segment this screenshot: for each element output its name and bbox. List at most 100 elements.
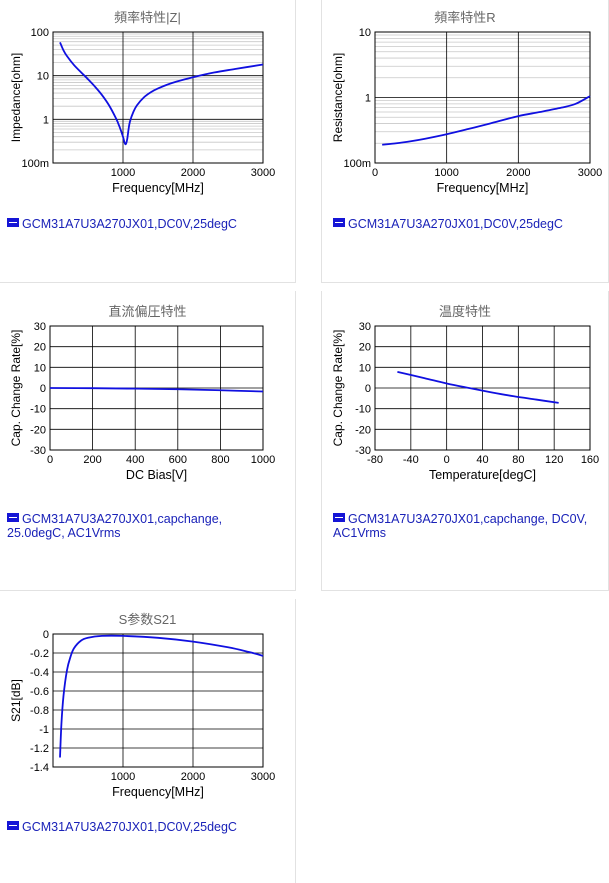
y-axis-label: Impedance[ohm]	[9, 53, 23, 142]
x-axis-label: Frequency[MHz]	[437, 181, 529, 195]
legend-swatch-icon	[7, 513, 19, 522]
y-tick-label: 1	[43, 114, 49, 126]
y-axis-label: Cap. Change Rate[%]	[331, 330, 345, 447]
chart-title: S参数S21	[118, 612, 177, 627]
x-axis-label: DC Bias[V]	[126, 468, 187, 482]
series-line	[59, 41, 264, 146]
x-tick-label: 0	[47, 454, 53, 466]
plot-frame	[374, 325, 591, 451]
x-tick-label: 200	[83, 454, 101, 466]
x-axis-label: Temperature[degC]	[429, 468, 536, 482]
resistance-chart: 100m 1 10 0 1000 2000 3000 Frequency[MHz] Resist…	[331, 27, 602, 195]
y-tick-label: 10	[359, 27, 371, 39]
chart-legend[interactable]: GCM31A7U3A270JX01,DC0V,25degC	[333, 217, 608, 231]
legend-label: GCM31A7U3A270JX01,capchange, DC0V, AC1Vr…	[333, 512, 588, 540]
y-tick-label: 20	[359, 342, 371, 354]
legend-label: GCM31A7U3A270JX01,DC0V,25degC	[22, 217, 237, 231]
chart-legend[interactable]: GCM31A7U3A270JX01,DC0V,25degC	[7, 820, 292, 834]
series-line	[397, 371, 559, 404]
x-tick-label: 3000	[251, 167, 275, 179]
legend-swatch-icon	[7, 821, 19, 830]
x-tick-label: 160	[581, 454, 599, 466]
x-axis-label: Frequency[MHz]	[112, 785, 204, 799]
y-axis-label: Resistance[ohm]	[331, 53, 345, 142]
x-tick-label: 1000	[251, 454, 275, 466]
legend-label: GCM31A7U3A270JX01,DC0V,25degC	[348, 217, 563, 231]
x-tick-label: 3000	[251, 771, 275, 783]
x-tick-label: 1000	[111, 771, 135, 783]
y-axis-label: Cap. Change Rate[%]	[9, 330, 23, 447]
y-tick-label: -30	[355, 445, 371, 457]
y-tick-label: -1.2	[30, 743, 49, 755]
legend-swatch-icon	[333, 513, 345, 522]
y-tick-label: 0	[40, 383, 46, 395]
plot-frame	[52, 31, 264, 164]
temperature-chart: -30 -20 -10 0 10 20 30 -80 -40 0 40 80 120 160 Tempera…	[331, 321, 599, 482]
chart-legend[interactable]: GCM31A7U3A270JX01,capchange, DC0V, AC1Vr…	[333, 512, 608, 540]
x-tick-label: -40	[403, 454, 419, 466]
resistance-chart-panel: 頻率特性R 100m 1 10 0 1000 2000 3000 Frequency[MHz]…	[321, 0, 609, 283]
y-axis-label: S21[dB]	[9, 679, 23, 722]
x-tick-label: 0	[372, 167, 378, 179]
x-tick-label: 2000	[506, 167, 530, 179]
x-axis-label: Frequency[MHz]	[112, 181, 204, 195]
y-tick-label: -0.4	[30, 667, 49, 679]
series-line	[49, 387, 264, 393]
impedance-chart: 100m 1 10 100 1000 2000 3000 Frequency[MHz] Impe…	[9, 27, 275, 195]
x-tick-label: 120	[545, 454, 563, 466]
y-tick-label: 10	[359, 362, 371, 374]
x-tick-label: 600	[169, 454, 187, 466]
y-tick-label: -1.4	[30, 762, 49, 774]
y-tick-label: 20	[34, 342, 46, 354]
chart-legend[interactable]: GCM31A7U3A270JX01,DC0V,25degC	[7, 217, 292, 231]
y-tick-label: -0.8	[30, 705, 49, 717]
legend-label: GCM31A7U3A270JX01,DC0V,25degC	[22, 820, 237, 834]
y-tick-label: -1	[39, 724, 49, 736]
y-tick-label: -10	[355, 404, 371, 416]
legend-swatch-icon	[7, 218, 19, 227]
y-tick-label: 100m	[21, 158, 49, 170]
y-tick-label: -20	[355, 424, 371, 436]
chart-title: 頻率特性R	[434, 10, 496, 25]
x-tick-label: 0	[444, 454, 450, 466]
dc-bias-chart: -30 -20 -10 0 10 20 30 0 200 400 600 800 1000 DC Bias…	[9, 321, 275, 482]
chart-legend[interactable]: GCM31A7U3A270JX01,capchange, 25.0degC, A…	[7, 512, 247, 540]
y-tick-label: 10	[34, 362, 46, 374]
y-tick-label: 30	[34, 321, 46, 333]
series-line	[59, 634, 264, 758]
x-tick-label: 2000	[181, 167, 205, 179]
plot-frame	[374, 31, 591, 164]
y-tick-label: 0	[43, 629, 49, 641]
x-tick-label: 1000	[111, 167, 135, 179]
impedance-chart-panel: 頻率特性|Z| 100m 1 10 100 1000 2000 3000 Frequency[…	[0, 0, 296, 283]
y-tick-label: -0.2	[30, 648, 49, 660]
x-tick-label: -80	[367, 454, 383, 466]
x-tick-label: 1000	[434, 167, 458, 179]
x-tick-label: 2000	[181, 771, 205, 783]
y-tick-label: 0	[365, 383, 371, 395]
y-tick-label: 1	[365, 93, 371, 105]
chart-title: 温度特性	[438, 304, 491, 319]
y-tick-label: 10	[37, 71, 49, 83]
y-tick-label: -0.6	[30, 686, 49, 698]
x-tick-label: 3000	[578, 167, 602, 179]
s21-chart: -1.4 -1.2 -1 -0.8 -0.6 -0.4 -0.2 0 1000 2000 3000 F…	[9, 629, 275, 799]
x-tick-label: 800	[211, 454, 229, 466]
s21-chart-panel: S参数S21 -1.4 -1.2 -1 -0.8 -0.6 -0.4 -0.2 0 1000 20…	[0, 599, 296, 883]
series-line	[382, 95, 591, 146]
y-tick-label: 100	[31, 27, 49, 39]
chart-title: 直流偏圧特性	[108, 304, 187, 319]
legend-label: GCM31A7U3A270JX01,capchange, 25.0degC, A…	[7, 512, 223, 540]
y-tick-label: -30	[30, 445, 46, 457]
plot-frame	[52, 633, 264, 768]
x-tick-label: 40	[476, 454, 488, 466]
chart-title: 頻率特性|Z|	[114, 10, 181, 25]
dc-bias-chart-panel: 直流偏圧特性 -30 -20 -10 0 10 20 30 0 200 400 600 800 1000…	[0, 291, 296, 591]
legend-swatch-icon	[333, 218, 345, 227]
x-tick-label: 400	[126, 454, 144, 466]
y-tick-label: 100m	[343, 158, 371, 170]
temperature-chart-panel: 温度特性 -30 -20 -10 0 10 20 30 -80 -40 0 40 80 120 160 Te…	[321, 291, 609, 591]
y-tick-label: -10	[30, 404, 46, 416]
y-tick-label: -20	[30, 424, 46, 436]
y-tick-label: 30	[359, 321, 371, 333]
